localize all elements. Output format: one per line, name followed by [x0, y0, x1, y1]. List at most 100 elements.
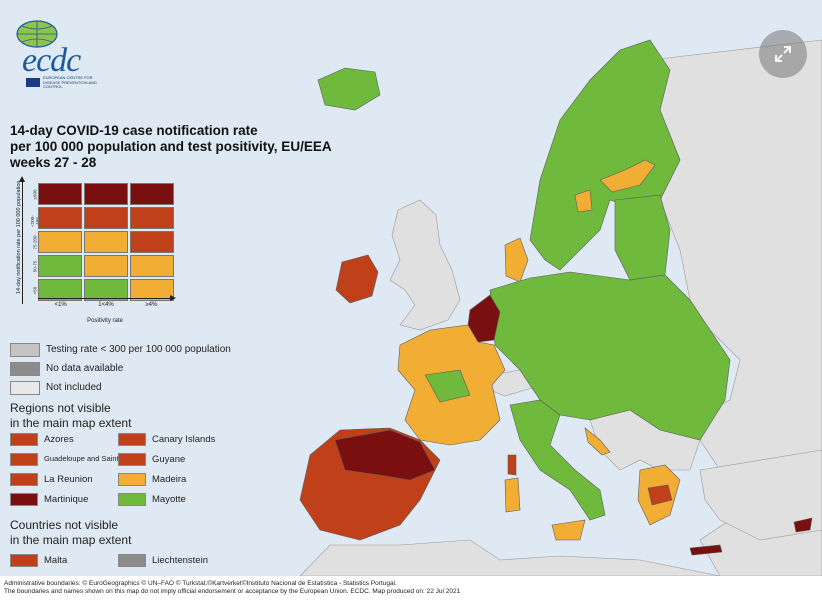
x-axis-label: Positivity rate [87, 318, 123, 324]
y-axis-arrowhead [19, 176, 25, 182]
matrix-cell [84, 207, 128, 229]
region-green-norway-sweden-finland [529, 39, 681, 271]
legend-swatch-no-data [10, 361, 40, 376]
expand-icon [775, 46, 791, 62]
region-name: Guyane [152, 453, 186, 465]
col-tick-1: 1<4% [98, 302, 114, 308]
legend-swatch-not-included [10, 380, 40, 395]
region-swatch [118, 452, 146, 466]
matrix-cell [38, 183, 82, 205]
region-swatch [10, 492, 38, 506]
matrix-cell [84, 183, 128, 205]
matrix-cell [130, 255, 174, 277]
matrix-cell [38, 279, 82, 301]
matrix-cell [130, 207, 174, 229]
countries-heading: Countries not visible in the main map ex… [10, 518, 131, 548]
region-not-included-turkey [699, 449, 822, 541]
x-axis-arrow [38, 298, 172, 299]
region-amber-sicily [551, 519, 586, 541]
matrix-cell [130, 183, 174, 205]
x-axis-arrowhead [170, 295, 176, 301]
region-darkred-cyprus [793, 517, 813, 533]
eu-flag-icon [26, 78, 40, 87]
footer-line-2: The boundaries and names shown on this m… [4, 588, 461, 595]
matrix-cell [38, 207, 82, 229]
region-not-included-uk [389, 199, 461, 331]
country-swatch [118, 553, 146, 567]
europe-map [299, 39, 822, 576]
region-green-italy [509, 399, 606, 521]
region-legend-item: Guadeloupe and Saint Martin [10, 452, 142, 466]
row-tick-0: ≥500 [32, 189, 38, 200]
country-name: Malta [44, 554, 68, 566]
region-green-central-europe [489, 271, 731, 441]
countries-legend: Malta Liechtenstein [10, 553, 250, 567]
region-darkred-spain-north [334, 429, 436, 481]
legend-item-testing: Testing rate < 300 per 100 000 populatio… [10, 340, 231, 359]
region-red-greece-attica [647, 484, 673, 506]
region-name: Guadeloupe and Saint Martin [44, 454, 142, 463]
title-line-2: per 100 000 population and test positivi… [10, 139, 332, 154]
footer-credits: Administrative boundaries: © EuroGeograp… [4, 580, 819, 596]
region-swatch [10, 452, 38, 466]
color-matrix-legend: 14-day notification rate per 100 000 pop… [10, 176, 185, 328]
matrix-cell [84, 231, 128, 253]
col-tick-2: ≥4% [145, 302, 158, 308]
region-legend-item: Madeira [118, 472, 228, 486]
region-legend-item: Guyane [118, 452, 228, 466]
footer-line-1: Administrative boundaries: © EuroGeograp… [4, 580, 397, 587]
agency-name: EUROPEAN CENTRE FOR DISEASE PREVENTION A… [43, 75, 97, 89]
country-name: Liechtenstein [152, 554, 208, 566]
region-red-ireland [335, 254, 379, 304]
region-amber-stockholm [574, 189, 593, 213]
expand-button[interactable] [759, 30, 807, 78]
legend-label-not-included: Not included [46, 382, 102, 393]
region-green-baltics [614, 194, 671, 281]
countries-heading-line-1: Countries not visible [10, 518, 119, 532]
country-swatch [10, 553, 38, 567]
row-tick-2: 75-200 [32, 235, 38, 250]
region-name: Mayotte [152, 493, 186, 505]
regions-heading: Regions not visible in the main map exte… [10, 401, 131, 431]
region-swatch [118, 472, 146, 486]
region-red-corsica [507, 454, 517, 476]
status-legend: Testing rate < 300 per 100 000 populatio… [10, 340, 231, 397]
region-swatch [118, 432, 146, 446]
row-tick-4: <50 [32, 286, 38, 295]
region-legend-item: Canary Islands [118, 432, 228, 446]
y-axis-arrow [22, 180, 23, 304]
region-name: Martinique [44, 493, 89, 505]
legend-label-no-data: No data available [46, 363, 124, 374]
title-line-3: weeks 27 - 28 [10, 155, 97, 170]
region-name: Canary Islands [152, 433, 216, 445]
ecdc-logo: ecdc EUROPEAN CENTRE FOR DISEASE PREVENT… [10, 18, 100, 90]
region-legend-item: Mayotte [118, 492, 228, 506]
matrix-grid [38, 183, 174, 301]
legend-item-not-included: Not included [10, 378, 231, 397]
column-tick-labels: <1% 1<4% ≥4% [38, 302, 174, 308]
legend-swatch-testing [10, 342, 40, 357]
regions-heading-line-2: in the main map extent [10, 416, 132, 430]
region-name: Madeira [152, 473, 187, 485]
regions-legend: Azores Canary Islands Guadeloupe and Saint… [10, 432, 250, 506]
region-legend-item: Azores [10, 432, 116, 446]
region-name: Azores [44, 433, 74, 445]
legend-item-no-data: No data available [10, 359, 231, 378]
region-green-france-central [424, 369, 471, 403]
matrix-cell [130, 279, 174, 301]
region-not-included-africa [299, 539, 721, 576]
region-legend-item: Martinique [10, 492, 116, 506]
region-swatch [10, 432, 38, 446]
countries-heading-line-2: in the main map extent [10, 533, 132, 547]
matrix-cell [84, 255, 128, 277]
region-amber-denmark [504, 237, 529, 283]
legend-label-testing: Testing rate < 300 per 100 000 populatio… [46, 344, 231, 355]
region-swatch [10, 472, 38, 486]
region-green-iceland [317, 67, 381, 111]
y-axis-label: 14-day notification rate per 100 000 pop… [16, 180, 22, 294]
matrix-cell [38, 231, 82, 253]
globe-icon [16, 20, 58, 48]
region-darkred-crete [689, 544, 723, 556]
region-amber-croatia-coast [584, 427, 611, 456]
region-amber-sardinia [504, 477, 521, 513]
